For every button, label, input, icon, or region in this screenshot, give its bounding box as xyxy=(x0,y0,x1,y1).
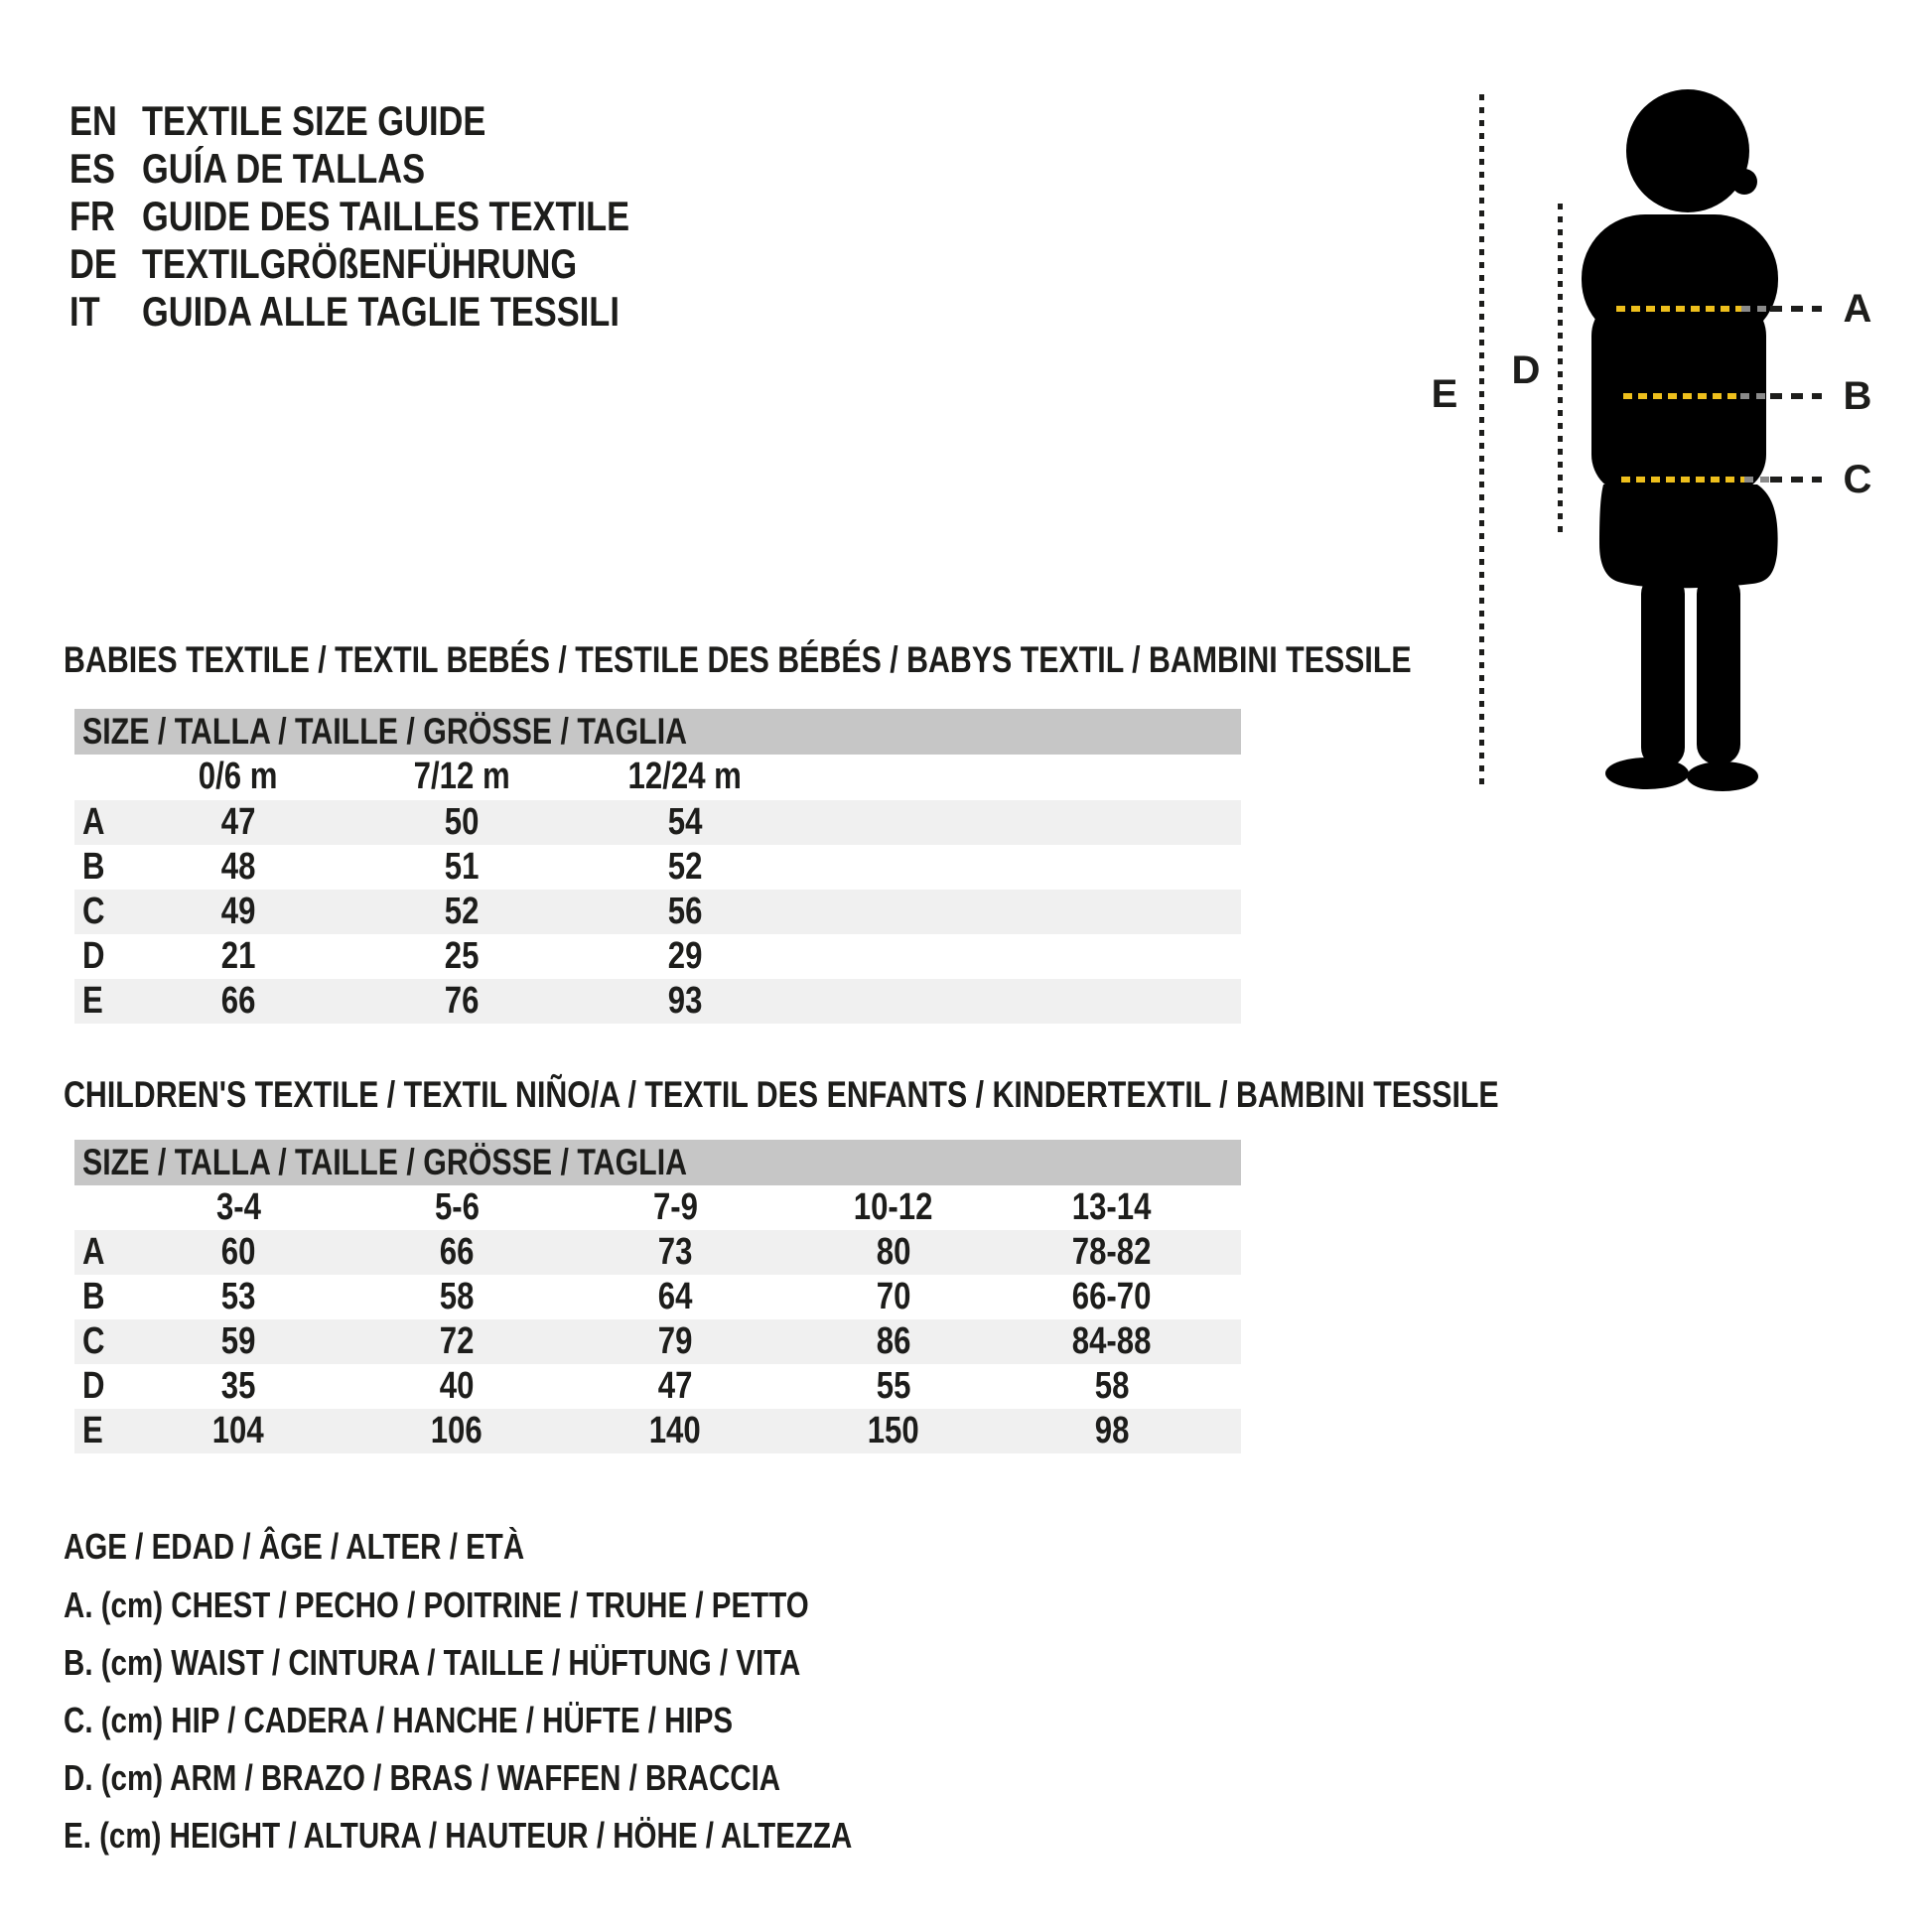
children-section-title: CHILDREN'S TEXTILE / TEXTIL NIÑO/A / TEX… xyxy=(64,1074,1499,1115)
chest-measure-dash-black xyxy=(1770,306,1822,312)
lang-code-it: IT xyxy=(69,288,100,335)
table-row-babies-a: A 47 50 54 xyxy=(74,800,1241,845)
arm-measure-line-d xyxy=(1558,204,1563,536)
children-col-4: 13-14 xyxy=(1072,1186,1152,1228)
height-measure-line-e xyxy=(1479,94,1484,784)
chest-measure-dash-yellow xyxy=(1616,306,1741,312)
hip-measure-dash-gray xyxy=(1744,477,1770,483)
legend-arm: D. (cm) ARM / BRAZO / BRAS / WAFFEN / BR… xyxy=(64,1757,781,1798)
children-size-header-bar: SIZE / TALLA / TAILLE / GRÖSSE / TAGLIA xyxy=(74,1140,1241,1185)
lang-code-en: EN xyxy=(69,97,117,144)
babies-size-header-bar: SIZE / TALLA / TAILLE / GRÖSSE / TAGLIA xyxy=(74,709,1241,755)
figure-label-e: E xyxy=(1431,372,1458,416)
babies-column-header-row: 0/6 m 7/12 m 12/24 m xyxy=(74,755,1241,799)
figure-label-b: B xyxy=(1843,374,1872,418)
chest-measure-dash-gray xyxy=(1741,306,1769,312)
hip-measure-dash-black xyxy=(1770,477,1822,483)
table-row-babies-e: E 66 76 93 xyxy=(74,979,1241,1024)
figure-label-c: C xyxy=(1843,458,1872,501)
waist-measure-dash-yellow xyxy=(1623,393,1740,399)
babies-col-2: 12/24 m xyxy=(627,756,743,797)
legend-hip: C. (cm) HIP / CADERA / HANCHE / HÜFTE / … xyxy=(64,1700,734,1740)
babies-section-title: BABIES TEXTILE / TEXTIL BEBÉS / TESTILE … xyxy=(64,639,1412,680)
table-row-children-c: C 59 72 79 86 84-88 xyxy=(74,1319,1241,1364)
waist-measure-dash-gray xyxy=(1740,393,1770,399)
table-row-children-b: B 53 58 64 70 66-70 xyxy=(82,1276,1152,1317)
babies-col-1: 7/12 m xyxy=(413,756,510,797)
children-column-header-row: 3-4 5-6 7-9 10-12 13-14 xyxy=(74,1185,1241,1230)
table-row-babies-b: B 48 51 52 xyxy=(82,846,703,888)
table-row-babies-c: C 49 52 56 xyxy=(74,890,1241,934)
lang-code-fr: FR xyxy=(69,193,115,239)
table-row-children-e: E 104 106 140 150 98 xyxy=(74,1409,1241,1453)
lang-code-es: ES xyxy=(69,145,115,192)
figure-label-d: D xyxy=(1511,348,1541,392)
children-col-2: 7-9 xyxy=(652,1186,698,1228)
waist-measure-dash-black xyxy=(1770,393,1822,399)
children-col-0: 3-4 xyxy=(215,1186,261,1228)
children-col-1: 5-6 xyxy=(434,1186,480,1228)
legend-waist: B. (cm) WAIST / CINTURA / TAILLE / HÜFTU… xyxy=(64,1642,801,1683)
table-row-babies-d: D 21 25 29 xyxy=(82,935,703,977)
lang-title-en: TEXTILE SIZE GUIDE xyxy=(142,97,486,144)
hip-measure-dash-yellow xyxy=(1621,477,1744,483)
lang-title-es: GUÍA DE TALLAS xyxy=(142,145,426,192)
babies-col-0: 0/6 m xyxy=(199,756,278,797)
lang-code-de: DE xyxy=(69,240,117,287)
children-col-3: 10-12 xyxy=(854,1186,933,1228)
lang-title-it: GUIDA ALLE TAGLIE TESSILI xyxy=(142,288,620,335)
legend-chest: A. (cm) CHEST / PECHO / POITRINE / TRUHE… xyxy=(64,1585,809,1625)
figure-label-a: A xyxy=(1843,287,1872,331)
legend-age: AGE / EDAD / ÂGE / ALTER / ETÀ xyxy=(64,1526,525,1567)
lang-title-de: TEXTILGRÖßENFÜHRUNG xyxy=(142,240,578,287)
child-silhouette-image xyxy=(1582,89,1778,791)
table-row-children-a: A 60 66 73 80 78-82 xyxy=(74,1230,1241,1275)
legend-height: E. (cm) HEIGHT / ALTURA / HAUTEUR / HÖHE… xyxy=(64,1815,853,1856)
table-row-children-d: D 35 40 47 55 58 xyxy=(82,1365,1130,1407)
lang-title-fr: GUIDE DES TAILLES TEXTILE xyxy=(142,193,630,239)
